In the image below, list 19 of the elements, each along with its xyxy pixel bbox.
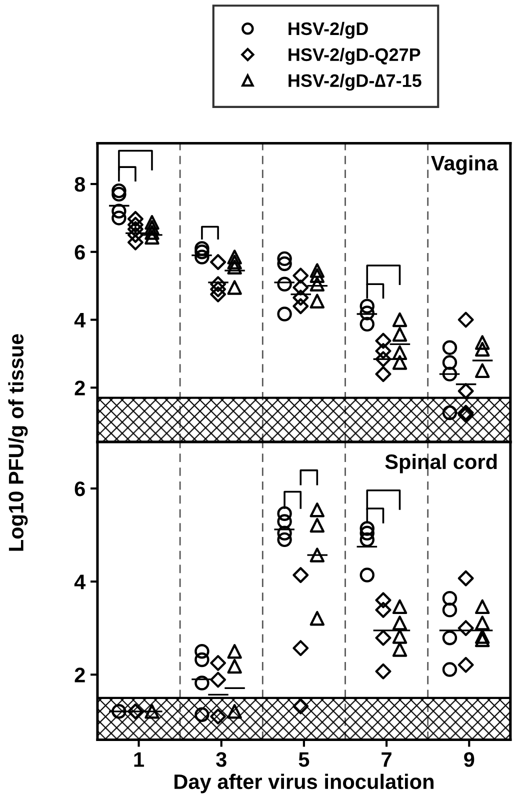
x-tick-label: 5: [298, 752, 310, 767]
y-tick-label: 6: [74, 481, 85, 496]
y-tick-label: 4: [74, 574, 86, 590]
text: Spinal cord: [385, 454, 497, 474]
y-tick-label: 4: [74, 312, 86, 328]
legend-label: HSV-2/gD-∆7-15: [288, 74, 422, 91]
y-tick-label: 8: [74, 177, 86, 192]
text: Vagina: [431, 155, 498, 175]
x-tick-label: 3: [216, 752, 226, 767]
legend-label: HSV-2/gD-Q27P: [288, 48, 420, 65]
x-tick-label: 9: [464, 752, 474, 767]
y-tick-label: 2: [74, 380, 85, 396]
y-tick-label: 6: [74, 244, 85, 260]
y-axis-title: Log10 PFU/g of tissue: [8, 334, 28, 551]
y-tick-label: 2: [74, 668, 85, 682]
legend-label: HSV-2/gD: [288, 22, 368, 39]
x-tick-label: 7: [382, 752, 392, 767]
x-axis-title: Day after virus inoculation: [174, 774, 434, 794]
x-tick-label: 1: [134, 752, 144, 767]
